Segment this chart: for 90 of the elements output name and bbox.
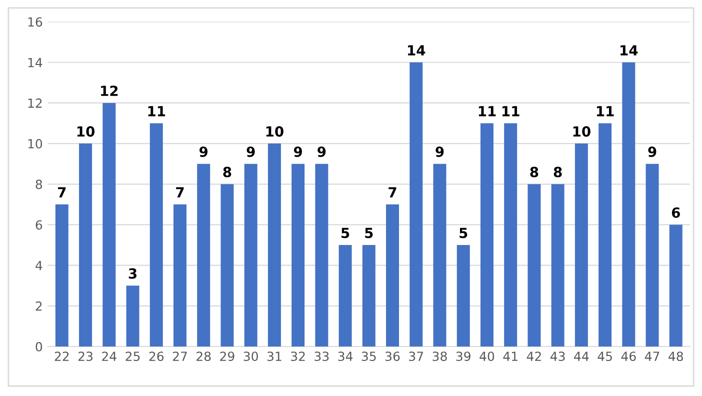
x-tick-label: 29 <box>220 352 234 362</box>
data-label: 11 <box>478 106 496 116</box>
bar <box>528 184 541 346</box>
data-label: 8 <box>223 166 232 178</box>
bar <box>433 164 446 346</box>
bar <box>126 286 140 346</box>
x-tick-label: 28 <box>196 352 211 362</box>
x-tick-label: 30 <box>244 352 258 362</box>
data-label: 9 <box>436 146 444 157</box>
x-tick-label: 42 <box>526 352 541 361</box>
bar <box>292 164 305 346</box>
data-label: 14 <box>408 45 426 56</box>
data-label: 5 <box>365 228 373 238</box>
bar <box>220 184 234 346</box>
bar <box>410 62 423 346</box>
data-label: 11 <box>596 106 614 116</box>
x-tick-label: 27 <box>172 352 187 361</box>
x-tick-label: 38 <box>432 352 447 362</box>
x-tick-label: 39 <box>456 352 470 362</box>
x-tick-label: 24 <box>102 352 116 361</box>
x-tick-label: 41 <box>503 352 518 361</box>
bar <box>338 245 352 346</box>
x-tick-label: 32 <box>291 352 305 362</box>
x-tick-label: 34 <box>338 352 353 362</box>
x-tick-label: 25 <box>126 352 140 362</box>
data-label: 9 <box>318 146 326 157</box>
data-label: 8 <box>530 166 538 178</box>
bar <box>55 204 68 346</box>
y-tick-label: 16 <box>28 17 42 27</box>
x-tick-label: 37 <box>409 352 424 362</box>
x-tick-label: 48 <box>668 352 683 362</box>
x-tick-label: 46 <box>621 352 636 362</box>
bar <box>456 245 470 346</box>
bar <box>197 164 210 346</box>
y-tick-label: 14 <box>28 58 42 68</box>
y-tick-label: 2 <box>36 301 42 311</box>
data-label: 9 <box>199 146 208 157</box>
bar <box>362 245 376 346</box>
data-label: 11 <box>502 106 520 116</box>
data-label: 9 <box>648 146 656 157</box>
x-tick-label: 33 <box>314 352 329 362</box>
bar <box>504 123 518 346</box>
x-tick-label: 45 <box>598 352 612 362</box>
data-label: 8 <box>554 166 562 178</box>
x-tick-label: 36 <box>386 352 400 362</box>
data-label: 3 <box>128 268 136 279</box>
bar <box>173 204 186 346</box>
bar <box>574 144 588 346</box>
x-tick-label: 40 <box>480 352 494 362</box>
bar <box>79 144 92 346</box>
data-label: 7 <box>388 187 396 198</box>
x-tick-label: 22 <box>54 352 69 361</box>
bar <box>622 62 636 346</box>
bar <box>102 102 116 346</box>
x-tick-label: 31 <box>267 352 282 362</box>
x-tick-label: 23 <box>78 352 92 362</box>
data-label: 12 <box>101 86 118 96</box>
data-label: 10 <box>573 126 590 137</box>
bar <box>386 204 400 346</box>
bar <box>551 184 564 346</box>
x-tick-label: 26 <box>149 352 164 362</box>
x-tick-label: 47 <box>644 352 660 361</box>
data-label: 7 <box>58 187 66 198</box>
data-label: 5 <box>342 228 350 238</box>
data-label: 10 <box>266 126 284 137</box>
data-label: 7 <box>176 187 184 198</box>
x-tick-label: 43 <box>550 352 565 362</box>
y-tick-label: 12 <box>28 98 42 108</box>
y-tick-label: 6 <box>36 220 42 230</box>
bar <box>669 224 682 346</box>
bar <box>315 164 328 346</box>
bar <box>150 123 163 346</box>
bar <box>244 164 258 346</box>
data-label: 11 <box>148 106 166 116</box>
bar <box>598 123 612 346</box>
x-tick-label: 35 <box>362 352 376 362</box>
y-tick-label: 8 <box>36 180 42 190</box>
y-tick-label: 10 <box>28 139 42 148</box>
data-label: 9 <box>246 146 255 157</box>
data-label: 14 <box>620 45 638 56</box>
data-label: 10 <box>77 126 95 137</box>
bar <box>646 164 659 346</box>
x-tick-label: 44 <box>574 352 589 361</box>
y-tick-label: 4 <box>36 260 42 270</box>
bar <box>268 144 281 346</box>
data-label: 5 <box>460 228 468 238</box>
data-label: 6 <box>672 207 680 218</box>
bar <box>480 123 494 346</box>
y-tick-label: 0 <box>36 342 42 352</box>
data-label: 9 <box>294 146 302 157</box>
